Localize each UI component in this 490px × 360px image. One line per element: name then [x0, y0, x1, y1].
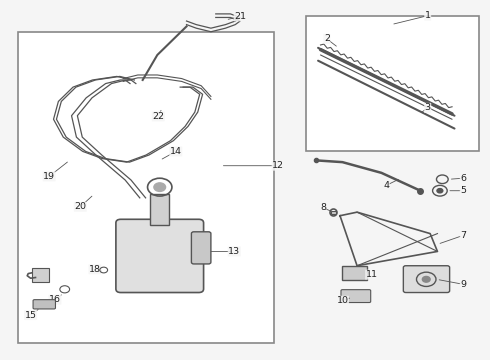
Text: 11: 11: [366, 270, 378, 279]
Text: 2: 2: [324, 35, 330, 44]
Text: 18: 18: [89, 265, 101, 274]
Text: 17: 17: [35, 268, 48, 277]
FancyBboxPatch shape: [192, 232, 211, 264]
Text: 10: 10: [337, 296, 348, 305]
Circle shape: [422, 276, 430, 282]
Bar: [331, 211, 336, 214]
Text: 20: 20: [74, 202, 86, 211]
FancyBboxPatch shape: [403, 266, 450, 293]
Text: 16: 16: [49, 295, 61, 304]
Text: 9: 9: [460, 280, 466, 289]
Text: 4: 4: [383, 181, 389, 190]
Text: 1: 1: [425, 11, 431, 20]
Bar: [19, 32, 274, 342]
Text: 13: 13: [228, 247, 240, 256]
Circle shape: [437, 189, 443, 193]
Bar: [343, 266, 367, 280]
Circle shape: [154, 183, 166, 192]
Bar: [150, 194, 170, 225]
FancyBboxPatch shape: [116, 219, 203, 293]
Text: 12: 12: [272, 161, 284, 170]
Text: 21: 21: [234, 12, 246, 21]
Text: 6: 6: [460, 174, 466, 183]
Text: 7: 7: [460, 231, 466, 240]
Text: 19: 19: [43, 172, 55, 181]
Text: 15: 15: [24, 311, 37, 320]
Text: 22: 22: [152, 112, 164, 121]
Bar: [306, 16, 479, 152]
Text: 8: 8: [320, 203, 326, 212]
Text: 3: 3: [425, 103, 431, 112]
FancyBboxPatch shape: [341, 290, 371, 302]
FancyBboxPatch shape: [33, 300, 55, 309]
Bar: [31, 267, 49, 282]
Text: 14: 14: [170, 147, 182, 156]
Text: 5: 5: [460, 186, 466, 195]
